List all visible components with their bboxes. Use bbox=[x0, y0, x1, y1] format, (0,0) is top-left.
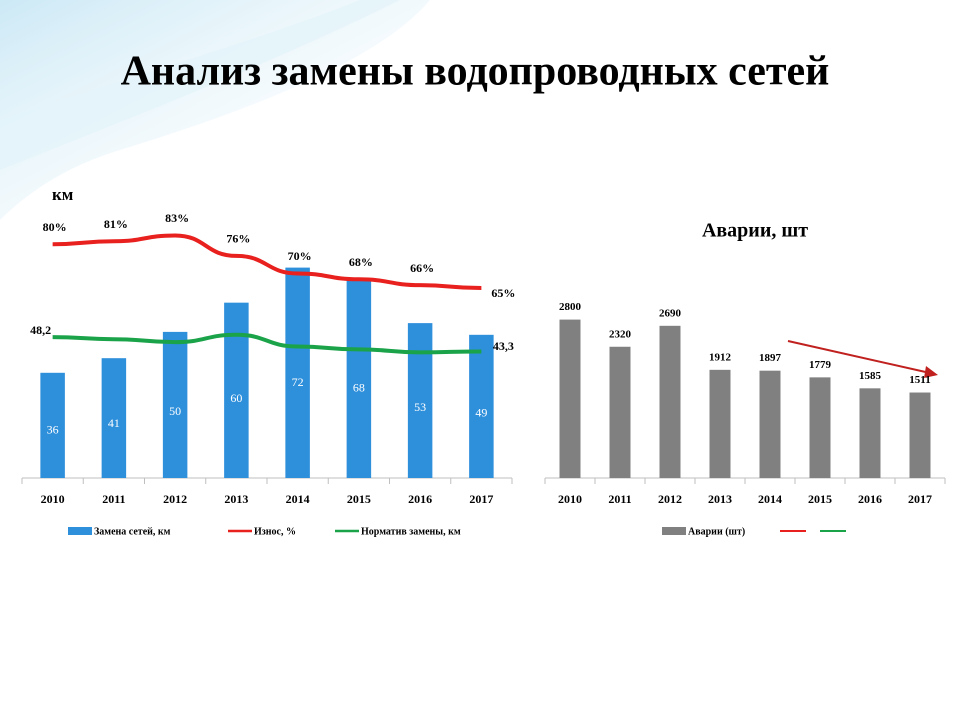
x-tick-label: 2012 bbox=[163, 492, 187, 506]
bar-value-label: 1912 bbox=[709, 351, 732, 363]
bar-value-label: 1897 bbox=[759, 352, 782, 364]
x-tick-label: 2011 bbox=[608, 492, 631, 506]
bar-value-label: 1511 bbox=[909, 374, 930, 386]
bar-value-label: 2800 bbox=[559, 301, 582, 313]
bar bbox=[759, 370, 781, 478]
line-value-label: 68% bbox=[349, 255, 373, 269]
line-value-label: 66% bbox=[410, 261, 434, 275]
trend-arrowhead bbox=[924, 366, 938, 378]
x-tick-label: 2015 bbox=[347, 492, 371, 506]
legend-swatch bbox=[68, 527, 92, 535]
bar bbox=[346, 279, 372, 478]
x-tick-label: 2017 bbox=[908, 492, 932, 506]
bar bbox=[709, 369, 731, 478]
x-tick-label: 2010 bbox=[558, 492, 582, 506]
line-value-label: 76% bbox=[226, 232, 250, 246]
bar-value-label: 49 bbox=[475, 405, 487, 419]
line-series bbox=[52, 233, 482, 291]
bar bbox=[909, 392, 931, 478]
slide-title: Анализ замены водопроводных сетей bbox=[121, 49, 830, 95]
bar-value-label: 50 bbox=[169, 404, 181, 418]
bar-value-label: 53 bbox=[414, 400, 426, 414]
line-value-label: 70% bbox=[288, 249, 312, 263]
legend-label: Норматив замены, км bbox=[361, 526, 461, 537]
bar bbox=[609, 346, 631, 478]
x-tick-label: 2016 bbox=[858, 492, 882, 506]
line-series bbox=[52, 332, 482, 355]
legend-label: Аварии (шт) bbox=[688, 526, 745, 537]
bar-value-label: 36 bbox=[47, 422, 59, 436]
legend-swatch bbox=[662, 527, 686, 535]
line-value-label: 83% bbox=[165, 211, 189, 225]
bar bbox=[162, 331, 188, 478]
line-value-label: 80% bbox=[43, 220, 67, 234]
bar-value-label: 1585 bbox=[859, 370, 882, 382]
bar bbox=[40, 372, 65, 478]
bar-value-label: 2320 bbox=[609, 328, 632, 340]
x-tick-label: 2015 bbox=[808, 492, 832, 506]
x-tick-label: 2016 bbox=[408, 492, 432, 506]
x-tick-label: 2013 bbox=[708, 492, 732, 506]
line-value-label: 43,3 bbox=[493, 339, 514, 353]
line-value-label: 48,2 bbox=[30, 323, 51, 337]
x-tick-label: 2014 bbox=[758, 492, 782, 506]
bar-value-label: 72 bbox=[292, 375, 304, 389]
bar-value-label: 60 bbox=[230, 391, 242, 405]
bar bbox=[285, 267, 310, 478]
bar bbox=[101, 358, 127, 478]
background-swoosh bbox=[0, 0, 400, 170]
trend-arrow bbox=[787, 340, 931, 374]
x-tick-label: 2014 bbox=[286, 492, 310, 506]
bar bbox=[859, 388, 881, 478]
bar bbox=[809, 377, 831, 478]
bar bbox=[224, 302, 249, 478]
chart-title: Аварии, шт bbox=[702, 220, 808, 242]
bar bbox=[559, 319, 581, 478]
bar-value-label: 41 bbox=[108, 416, 120, 430]
x-tick-label: 2011 bbox=[102, 492, 125, 506]
bar-value-label: 2690 bbox=[659, 307, 682, 319]
background-swoosh bbox=[0, 0, 430, 220]
bar bbox=[407, 323, 433, 478]
x-tick-label: 2010 bbox=[41, 492, 65, 506]
y-axis-label: км bbox=[52, 185, 74, 204]
line-value-label: 65% bbox=[491, 286, 515, 300]
x-tick-label: 2017 bbox=[469, 492, 493, 506]
legend-label: Износ, % bbox=[254, 526, 296, 537]
bar-value-label: 1779 bbox=[809, 359, 832, 371]
bar bbox=[469, 334, 494, 478]
x-tick-label: 2013 bbox=[224, 492, 248, 506]
bar-value-label: 68 bbox=[353, 380, 365, 394]
bar bbox=[659, 325, 681, 478]
line-value-label: 81% bbox=[104, 217, 128, 231]
legend-label: Замена сетей, км bbox=[94, 526, 171, 537]
x-tick-label: 2012 bbox=[658, 492, 682, 506]
